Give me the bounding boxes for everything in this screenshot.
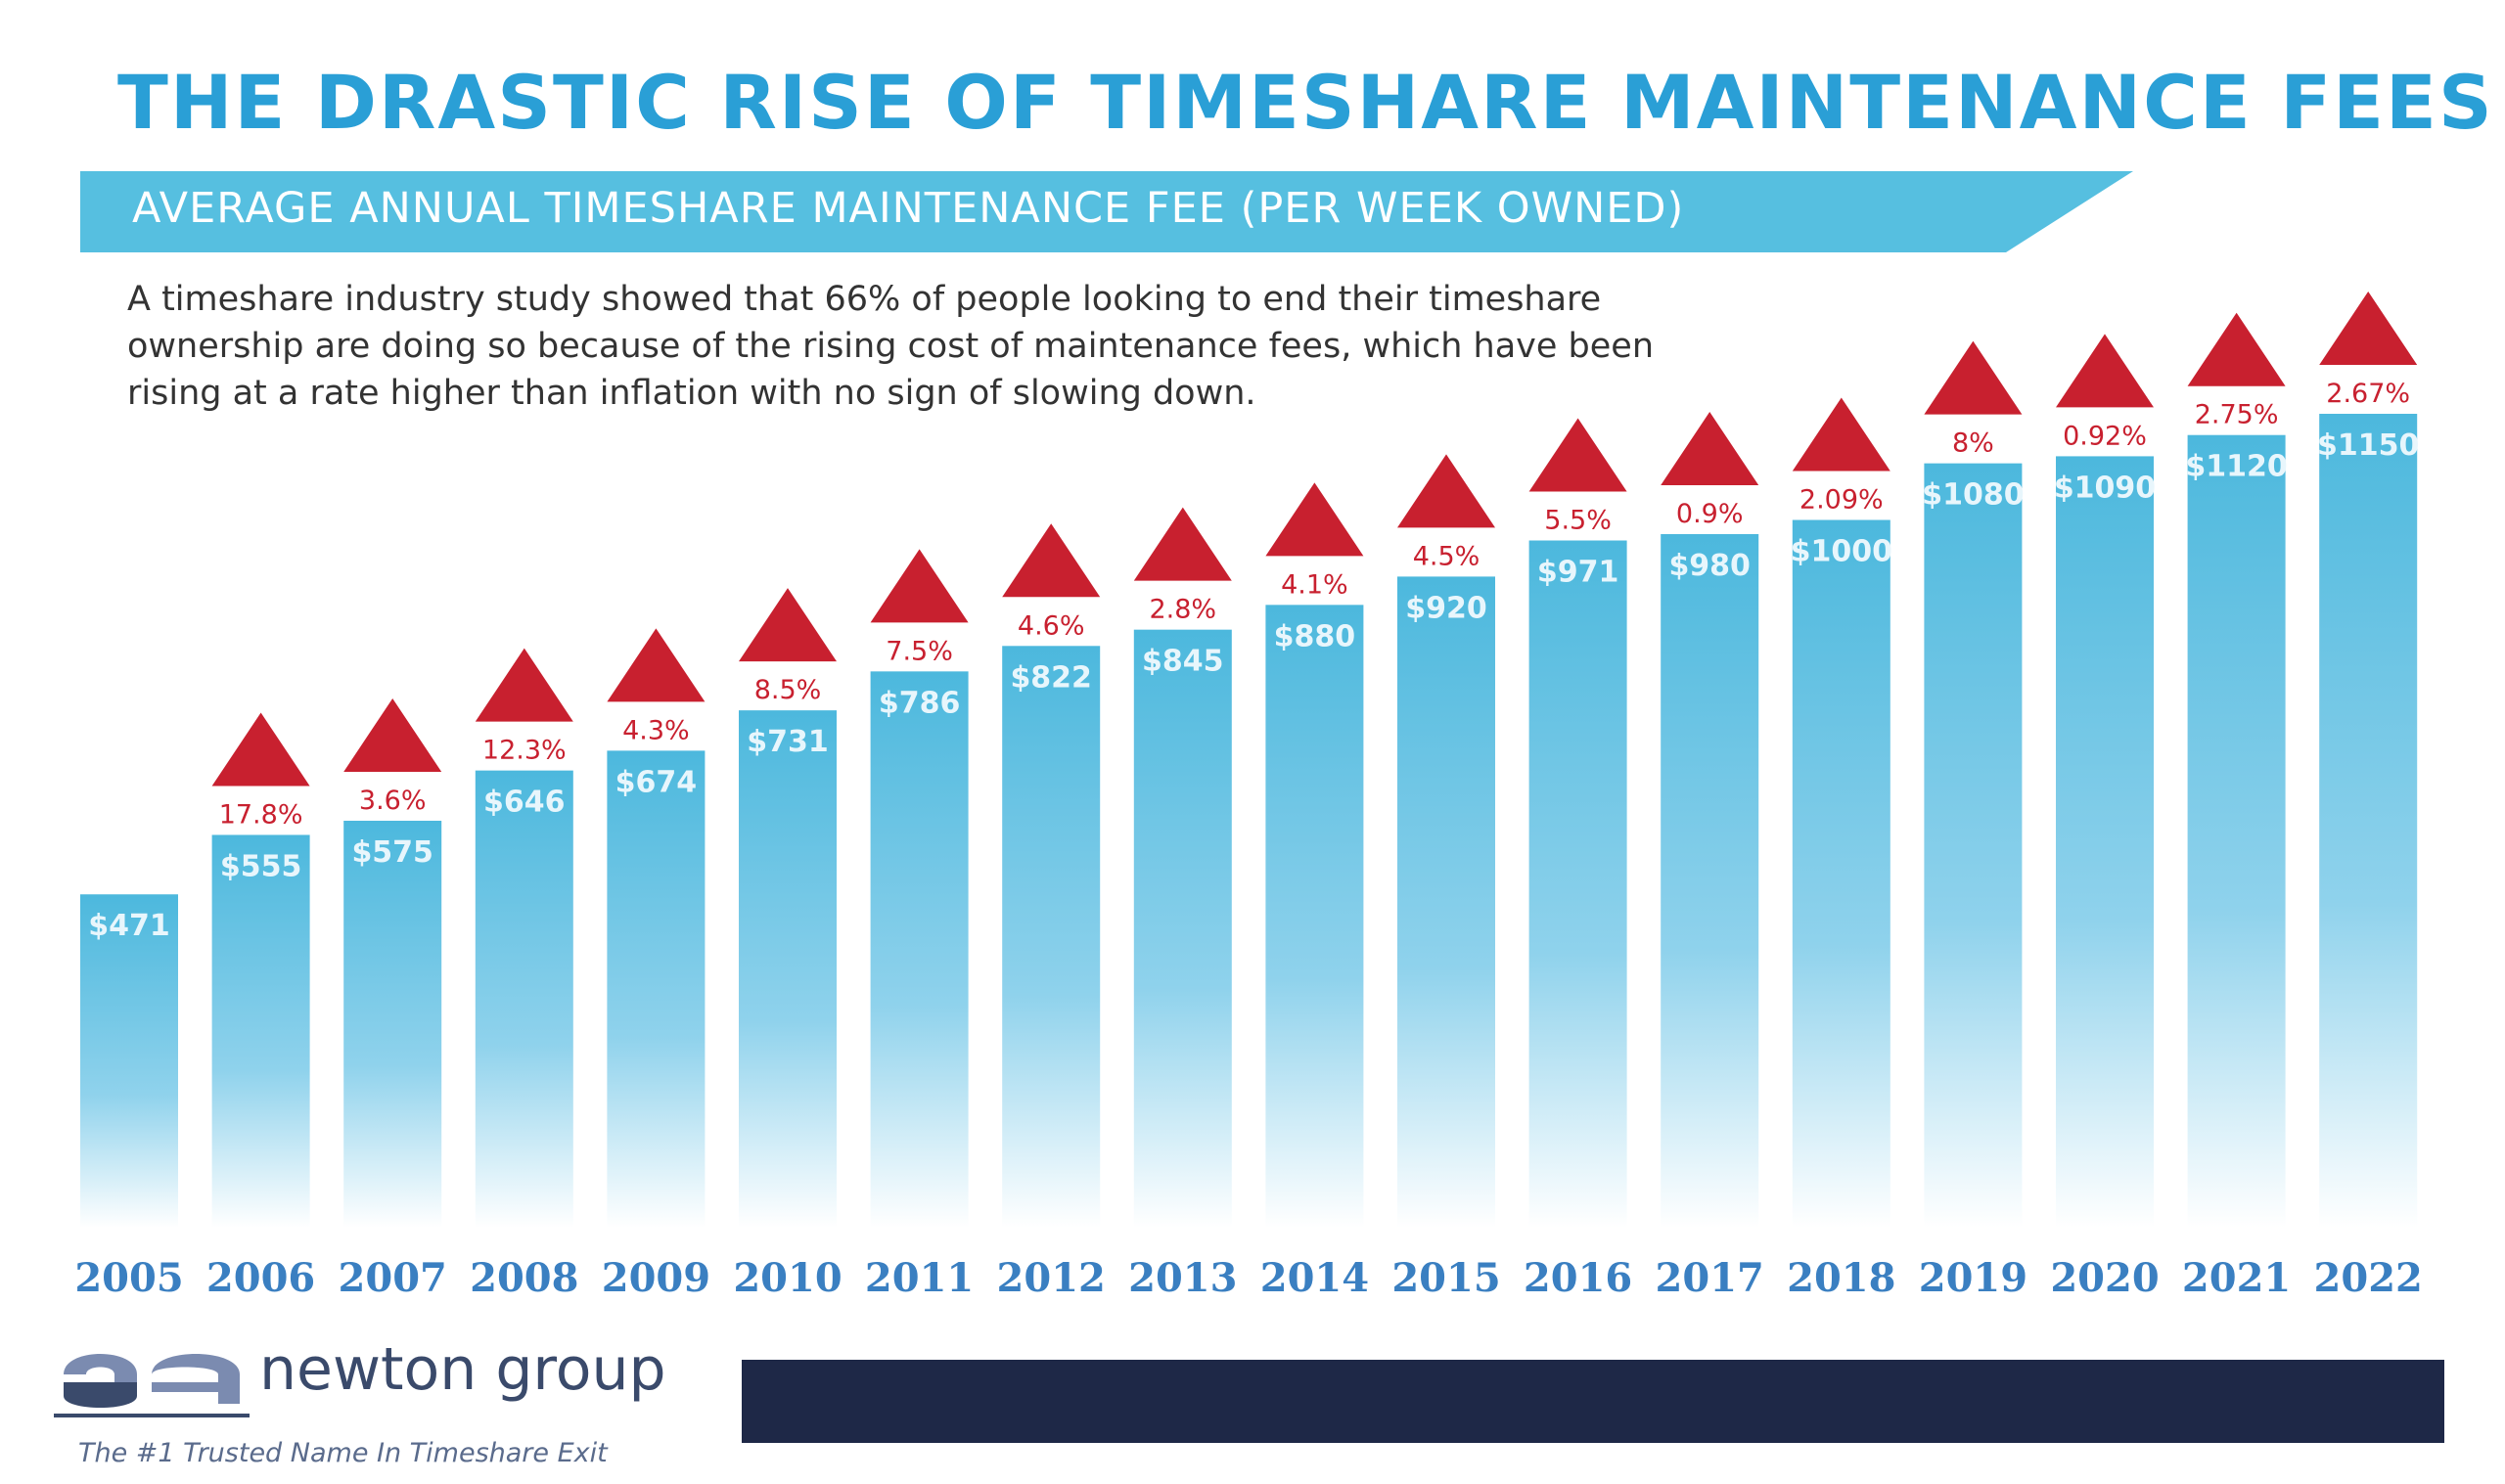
pct-change-label-2022: 2.67% (2326, 379, 2410, 409)
year-label-2016: 2016 (1524, 1255, 1632, 1301)
bar-2022 (2319, 414, 2418, 1228)
subtitle-banner-text: AVERAGE ANNUAL TIMESHARE MAINTENANCE FEE… (132, 184, 1685, 233)
bar-2021 (2187, 434, 2286, 1228)
increase-arrow-2015 (1397, 454, 1495, 528)
year-label-2010: 2010 (733, 1255, 842, 1301)
pct-change-label-2007: 3.6% (359, 786, 427, 816)
bar-2015 (1397, 576, 1495, 1228)
increase-arrow-2012 (1002, 523, 1101, 598)
pct-change-label-2006: 17.8% (219, 799, 303, 830)
increase-arrow-2016 (1528, 418, 1627, 492)
value-label-2015: $920 (1405, 591, 1487, 625)
increase-arrow-2010 (739, 588, 837, 662)
bar-2020 (2056, 456, 2154, 1228)
bar-2007 (343, 821, 442, 1228)
pct-change-label-2015: 4.5% (1413, 541, 1480, 571)
pct-change-label-2018: 2.09% (1799, 485, 1884, 516)
bar-2017 (1661, 533, 1759, 1228)
pct-change-label-2017: 0.9% (1676, 499, 1744, 529)
bar-2005 (80, 894, 178, 1228)
year-label-2015: 2015 (1391, 1255, 1500, 1301)
year-label-2006: 2006 (206, 1255, 315, 1301)
value-label-2013: $845 (1142, 645, 1224, 679)
logo-name: newton group (259, 1335, 666, 1404)
year-label-2014: 2014 (1260, 1255, 1369, 1301)
value-label-2010: $731 (747, 725, 829, 759)
footer-bar (742, 1360, 2444, 1443)
pct-change-label-2016: 5.5% (1544, 506, 1612, 536)
increase-arrow-2007 (343, 698, 442, 772)
increase-arrow-2017 (1661, 411, 1759, 485)
value-label-2006: $555 (220, 849, 302, 883)
bar-2008 (475, 770, 573, 1228)
year-label-2011: 2011 (865, 1255, 974, 1301)
year-label-2007: 2007 (339, 1255, 447, 1301)
value-label-2007: $575 (351, 835, 433, 870)
year-label-2017: 2017 (1656, 1255, 1764, 1301)
value-label-2019: $1080 (1922, 478, 2024, 513)
bar-2019 (1924, 463, 2023, 1229)
value-label-2018: $1000 (1791, 535, 1892, 569)
pct-change-label-2010: 8.5% (754, 675, 822, 705)
value-label-2008: $646 (483, 786, 566, 820)
increase-arrow-2020 (2056, 334, 2154, 408)
increase-arrow-2006 (211, 712, 310, 787)
bar-2013 (1133, 629, 1232, 1228)
pct-change-label-2013: 2.8% (1149, 595, 1216, 625)
increase-arrow-2013 (1133, 507, 1232, 581)
bar-2018 (1792, 519, 1890, 1228)
value-label-2016: $971 (1537, 556, 1619, 590)
year-label-2021: 2021 (2182, 1255, 2291, 1301)
year-label-2008: 2008 (470, 1255, 578, 1301)
logo-tagline: The #1 Trusted Name In Timeshare Exit (78, 1438, 608, 1468)
increase-arrow-2014 (1265, 482, 1364, 557)
year-label-2018: 2018 (1787, 1255, 1895, 1301)
increase-arrow-2018 (1792, 397, 1890, 472)
value-label-2009: $674 (615, 765, 698, 799)
description-text: A timeshare industry study showed that 6… (127, 280, 1654, 413)
year-label-2020: 2020 (2050, 1255, 2159, 1301)
bar-2014 (1265, 605, 1364, 1228)
value-label-2021: $1120 (2185, 450, 2287, 484)
increase-arrow-2011 (870, 549, 969, 623)
year-label-2005: 2005 (74, 1255, 183, 1301)
value-label-2005: $471 (88, 909, 170, 943)
pct-change-label-2008: 12.3% (482, 736, 567, 766)
pct-change-label-2009: 4.3% (622, 715, 690, 745)
value-label-2022: $1150 (2317, 428, 2419, 463)
pct-change-label-2012: 4.6% (1018, 610, 1085, 641)
year-label-2013: 2013 (1128, 1255, 1237, 1301)
pct-change-label-2019: 8% (1952, 428, 1994, 459)
bar-2009 (607, 750, 706, 1228)
page-title: THE DRASTIC RISE OF TIMESHARE MAINTENANC… (117, 59, 2494, 146)
increase-arrow-2019 (1924, 340, 2023, 415)
value-label-2011: $786 (879, 686, 961, 720)
increase-arrow-2009 (607, 628, 706, 702)
increase-arrow-2008 (475, 648, 573, 722)
year-label-2012: 2012 (997, 1255, 1106, 1301)
newton-group-logo-mark-icon (54, 1354, 250, 1417)
pct-change-label-2021: 2.75% (2195, 400, 2279, 430)
year-label-2019: 2019 (1919, 1255, 2027, 1301)
value-label-2012: $822 (1010, 660, 1092, 695)
pct-change-label-2011: 7.5% (886, 636, 953, 666)
year-label-2009: 2009 (602, 1255, 710, 1301)
bar-2010 (739, 710, 837, 1228)
value-label-2014: $880 (1274, 619, 1356, 653)
newton-group-logo: newton group The #1 Trusted Name In Time… (54, 1335, 739, 1472)
bar-2016 (1528, 540, 1627, 1228)
year-label-2022: 2022 (2314, 1255, 2423, 1301)
pct-change-label-2014: 4.1% (1281, 569, 1348, 600)
increase-arrow-2021 (2187, 312, 2286, 386)
bar-2011 (870, 671, 969, 1228)
pct-change-label-2020: 0.92% (2063, 421, 2147, 451)
bar-2012 (1002, 646, 1101, 1228)
increase-arrow-2022 (2319, 292, 2418, 365)
value-label-2020: $1090 (2054, 471, 2156, 505)
bar-2006 (211, 834, 310, 1228)
value-label-2017: $980 (1668, 549, 1751, 583)
